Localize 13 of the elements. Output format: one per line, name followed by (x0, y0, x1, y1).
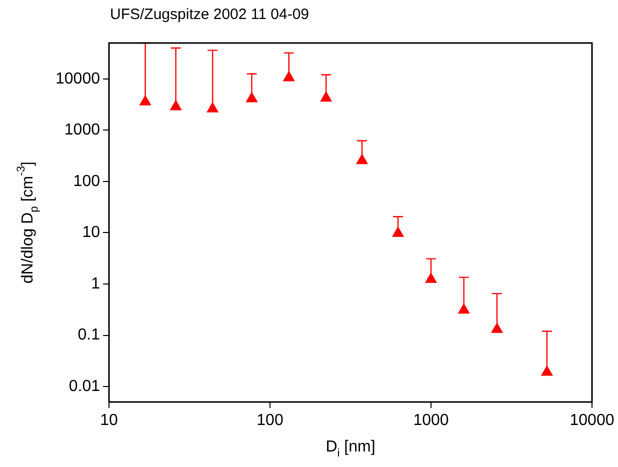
y-tick-label: 10 (82, 224, 100, 242)
x-tick-label: 10000 (570, 412, 614, 430)
y-tick-label: 100 (73, 172, 100, 190)
y-tick-label: 10000 (56, 70, 100, 88)
y-tick-label: 1 (91, 275, 100, 292)
y-tick-label: 0.1 (78, 326, 100, 344)
x-tick-label: 100 (256, 412, 284, 430)
y-tick-label: 1000 (64, 122, 100, 139)
x-tick-label: 10 (100, 412, 118, 430)
y-axis-title: dN/dlog Dp [cm-3] (16, 162, 40, 284)
x-tick-label: 1000 (413, 412, 449, 430)
y-tick-label: 0.01 (68, 378, 100, 395)
chart-title: UFS/Zugspitze 2002 11 04-09 (110, 6, 310, 23)
